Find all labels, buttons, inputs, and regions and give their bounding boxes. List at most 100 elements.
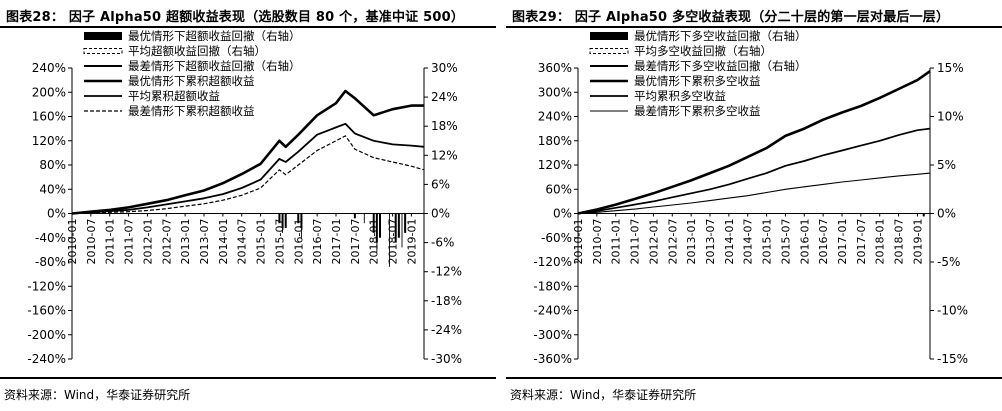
legend-entry: 最差情形下累积超额收益: [84, 104, 255, 118]
x-tick-label: 2014-07: [742, 219, 755, 265]
y-tick-label-left: -40%: [35, 231, 66, 245]
x-tick-label: 2015-01: [761, 219, 774, 265]
y-tick-label-left: -80%: [35, 255, 66, 269]
y-tick-label-right: -15%: [937, 352, 968, 366]
x-tick-label: 2011-07: [123, 219, 136, 265]
y-tick-label-left: -200%: [27, 328, 66, 342]
legend-entry: 最差情形下累积多空收益: [590, 104, 761, 118]
legend-label: 最优情形下超额收益回撤（右轴）: [128, 29, 301, 43]
legend-label: 平均多空收益回撤（右轴）: [634, 44, 772, 58]
y-tick-label-right: 24%: [431, 90, 458, 104]
drawdown-bar: [922, 213, 925, 217]
chart-svg-right: 360% 300% 240% 180% 120% 60% 0% -60% -120% -180% -…: [533, 29, 968, 366]
series-line: [71, 89, 424, 215]
y-tick-label-right: 10%: [937, 110, 964, 124]
series-line: [577, 172, 931, 215]
source-rule: [0, 377, 496, 379]
x-tick-label: 2012-01: [141, 219, 154, 265]
x-tick-label: 2013-07: [704, 219, 717, 265]
legend-label: 平均累积多空收益: [634, 89, 726, 103]
legend-label: 最差情形下累积多空收益: [634, 104, 761, 118]
x-tick-label: 2015-07: [779, 219, 792, 265]
y-tick-label-left: 180%: [538, 134, 572, 148]
y-tick-label-right: -12%: [431, 265, 462, 279]
drawdown-bar: [300, 213, 302, 238]
x-tick-label: 2018-07: [387, 219, 400, 265]
y-tick-label-left: 240%: [538, 110, 572, 124]
title-rule: [506, 26, 1002, 28]
y-tick-label-left: 0%: [47, 207, 66, 221]
legend-entry: 最优情形下累积多空收益: [590, 74, 761, 88]
legend-swatch: [84, 32, 122, 40]
x-tick-label: 2013-01: [685, 219, 698, 265]
drawdown-bar: [297, 213, 300, 224]
y-tick-label-right: -18%: [431, 294, 462, 308]
drawdown-bar: [372, 213, 375, 233]
y-tick-label-left: 240%: [32, 61, 66, 75]
y-tick-label-right: 0%: [431, 207, 450, 221]
x-tick-label: 2011-01: [104, 219, 117, 265]
legend-entry: 平均累积多空收益: [590, 89, 726, 103]
chart-panel-left: 图表28： 因子 Alpha50 超额收益表现（选股数目 80 个，基准中证 5…: [0, 0, 496, 411]
y-tick-label-left: -160%: [27, 304, 66, 318]
y-tick-label-right: -6%: [431, 236, 454, 250]
y-tick-label-left: -180%: [533, 279, 572, 293]
legend-entry: 平均多空收益回撤（右轴）: [589, 44, 772, 58]
x-tick-label: 2014-07: [236, 219, 249, 265]
y-tick-label-left: -120%: [533, 255, 572, 269]
legend-entry: 最优情形下多空收益回撤（右轴）: [590, 29, 807, 43]
chart-source: 资料来源：Wind，华泰证券研究所: [510, 388, 697, 402]
chart-title: 图表28： 因子 Alpha50 超额收益表现（选股数目 80 个，基准中证 5…: [6, 10, 465, 25]
y-tick-label-left: 60%: [545, 182, 572, 196]
drawdown-bar: [394, 213, 397, 243]
legend-swatch: [589, 48, 629, 54]
x-tick-label: 2015-07: [273, 219, 286, 265]
y-tick-label-right: -24%: [431, 323, 462, 337]
chart-title: 图表29： 因子 Alpha50 多空收益表现（分二十层的第一层对最后一层）: [512, 10, 950, 25]
x-tick-label: 2011-07: [629, 219, 642, 265]
drawdown-bar: [353, 213, 356, 219]
chart-svg-left: 240% 200% 160% 120% 80% 40% 0% -40% -80% -120% -16…: [27, 29, 462, 366]
y-tick-label-right: 12%: [431, 148, 458, 162]
chart-source: 资料来源：Wind，华泰证券研究所: [4, 388, 191, 402]
legend-label: 最差情形下多空收益回撤（右轴）: [634, 59, 807, 73]
x-tick-label: 2012-07: [666, 219, 679, 265]
y-tick-label-right: 30%: [431, 61, 458, 75]
drawdown-bar: [379, 213, 381, 238]
legend-label: 最优情形下累积多空收益: [634, 74, 761, 88]
drawdown-bar: [284, 213, 287, 229]
legend-entry: 最差情形下超额收益回撤（右轴）: [84, 59, 301, 73]
y-tick-label-left: 300%: [538, 85, 572, 99]
legend-entry: 最优情形下累积超额收益: [84, 74, 255, 88]
y-tick-label-right: -10%: [937, 304, 968, 318]
y-tick-label-right: 5%: [937, 158, 956, 172]
legend-swatch: [83, 48, 123, 54]
x-tick-label: 2012-07: [160, 219, 173, 265]
x-tick-label: 2019-01: [405, 219, 418, 265]
legend-swatch: [590, 32, 628, 40]
x-tick-label: 2016-01: [292, 219, 305, 265]
x-tick-label: 2017-07: [349, 219, 362, 265]
x-tick-label: 2013-07: [198, 219, 211, 265]
x-tick-label: 2019-01: [911, 219, 924, 265]
y-tick-label-left: 160%: [32, 110, 66, 124]
legend-label: 最差情形下超额收益回撤（右轴）: [128, 59, 301, 73]
y-tick-label-right: 15%: [937, 61, 964, 75]
x-tick-label: 2010-07: [591, 219, 604, 265]
x-tick-label: 2010-07: [85, 219, 98, 265]
y-tick-label-left: -360%: [533, 352, 572, 366]
series-line: [577, 70, 931, 215]
drawdown-bar: [401, 213, 403, 248]
legend-entry: 最优情形下超额收益回撤（右轴）: [84, 29, 301, 43]
y-tick-label-left: 40%: [39, 182, 66, 196]
legend-entry: 最差情形下多空收益回撤（右轴）: [590, 59, 807, 73]
drawdown-bar: [376, 213, 378, 253]
drawdown-bar: [278, 213, 281, 224]
y-tick-label-left: 120%: [538, 158, 572, 172]
x-tick-label: 2017-07: [855, 219, 868, 265]
x-tick-label: 2016-01: [798, 219, 811, 265]
legend-entry: 平均超额收益回撤（右轴）: [83, 44, 266, 58]
x-tick-label: 2017-01: [836, 219, 849, 265]
x-tick-label: 2018-01: [874, 219, 887, 265]
legend-swatch: [590, 65, 628, 67]
